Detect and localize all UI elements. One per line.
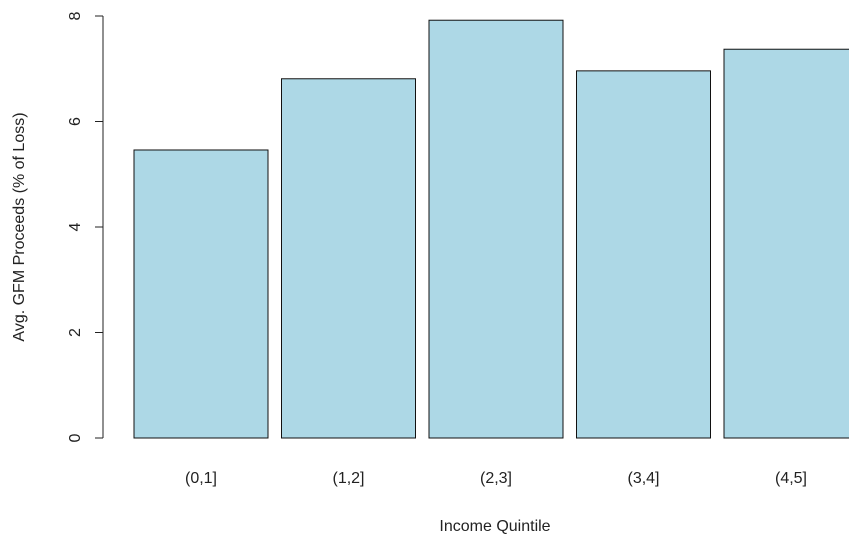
bar bbox=[576, 70, 711, 439]
x-tick-label: (4,5] bbox=[775, 470, 807, 487]
bar bbox=[428, 19, 564, 439]
y-axis-label: Avg. GFM Proceeds (% of Loss) bbox=[11, 112, 28, 341]
x-axis-label: Income Quintile bbox=[439, 518, 550, 535]
bar bbox=[723, 48, 849, 439]
x-tick-label: (1,2] bbox=[332, 470, 364, 487]
x-tick-label: (3,4] bbox=[627, 470, 659, 487]
y-tick-label: 0 bbox=[67, 433, 84, 442]
bar bbox=[133, 149, 269, 439]
y-tick-label: 4 bbox=[67, 222, 84, 231]
x-tick-label: (2,3] bbox=[480, 470, 512, 487]
y-tick-label: 2 bbox=[67, 328, 84, 337]
x-tick-label: (0,1] bbox=[185, 470, 217, 487]
y-tick-label: 6 bbox=[67, 117, 84, 126]
bar bbox=[281, 78, 416, 439]
y-tick-label: 8 bbox=[67, 11, 84, 20]
